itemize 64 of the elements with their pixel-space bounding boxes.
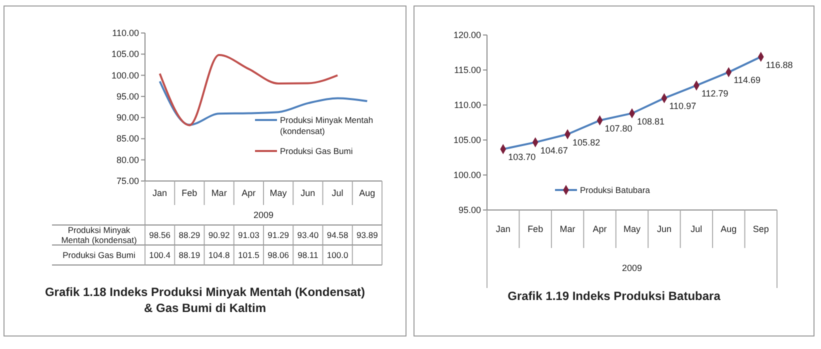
text: Produksi Gas Bumi (62, 250, 136, 260)
y-tick-label: 120.00 (453, 30, 481, 40)
data-label: 108.81 (637, 116, 665, 126)
data-label: 110.97 (669, 101, 696, 112)
x-tick-label: Jul (332, 188, 344, 198)
y-tick-label: 115.00 (454, 65, 481, 75)
y-tick-label: 105.00 (453, 135, 481, 145)
x-tick-label: Feb (182, 188, 198, 198)
x-tick-label: Sep (752, 224, 769, 234)
x-tick-label: Jan (152, 188, 168, 198)
y-tick-label: 80.00 (116, 154, 139, 165)
data-label: 90.92 (208, 230, 230, 240)
data-label: 94.58 (326, 230, 348, 240)
data-label: 104.8 (208, 250, 230, 260)
data-label: 114.69 (734, 75, 761, 86)
y-tick-label: 110.00 (112, 28, 139, 38)
legend-label: Produksi Minyak Mentah (kondensat) (280, 115, 374, 136)
data-label: 93.89 (356, 230, 378, 240)
y-tick-label: 90.00 (116, 112, 139, 123)
x-tick-label: Jun (656, 224, 672, 234)
x-tick-label: Mar (560, 224, 576, 234)
y-tick-label: 100.00 (111, 70, 139, 80)
data-label: 98.11 (298, 250, 319, 260)
x-axis-title: 2009 (622, 263, 642, 273)
data-label: 98.56 (149, 230, 171, 240)
data-label: 100.4 (149, 250, 171, 260)
text: Grafik 1.19 Indeks Produksi Batubara (508, 289, 721, 303)
y-tick-label: 105.00 (111, 49, 139, 60)
y-tick-label: 85.00 (116, 134, 139, 144)
x-tick-label: Feb (528, 224, 544, 234)
x-tick-label: Jul (690, 224, 702, 234)
data-label: 88.29 (178, 230, 200, 240)
y-tick-label: 75.00 (116, 176, 139, 186)
x-tick-label: May (270, 188, 288, 198)
data-label: 91.29 (268, 230, 290, 240)
x-tick-label: Apr (592, 224, 607, 234)
y-tick-label: 95.00 (116, 91, 139, 102)
data-label: 104.67 (540, 145, 568, 156)
y-tick-label: 100.00 (453, 170, 481, 180)
data-label: 107.80 (604, 123, 632, 134)
data-label: 112.79 (701, 88, 728, 98)
x-tick-label: Aug (359, 188, 376, 198)
x-axis-title: 2009 (253, 210, 274, 220)
text: Grafik 1.18 Indeks Produksi Minyak Mentah (Kondensat) & Gas Bumi di Kaltim (44, 285, 366, 315)
data-label: 88.19 (178, 250, 200, 260)
y-tick-label: 95.00 (458, 205, 481, 215)
data-label: 103.70 (508, 152, 536, 162)
data-label: 98.06 (268, 250, 290, 260)
data-label: 105.82 (572, 137, 600, 148)
data-label: 101.5 (238, 250, 260, 260)
data-label: 91.03 (238, 230, 260, 240)
legend-label: Produksi Batubara (580, 185, 650, 195)
legend-label: Produksi Gas Bumi (280, 146, 353, 156)
data-label: 93.40 (297, 230, 319, 240)
x-tick-label: Mar (211, 188, 227, 198)
data-label: 116.88 (766, 60, 793, 70)
x-tick-label: Jan (496, 224, 510, 234)
text: Produksi Minyak Mentah (kondensat) (61, 225, 137, 245)
data-label: 100.0 (326, 250, 348, 260)
x-tick-label: Jun (300, 188, 316, 198)
x-tick-label: Aug (720, 224, 737, 234)
x-tick-label: Apr (242, 188, 256, 198)
y-tick-label: 110.00 (454, 100, 481, 110)
x-tick-label: May (623, 224, 641, 234)
